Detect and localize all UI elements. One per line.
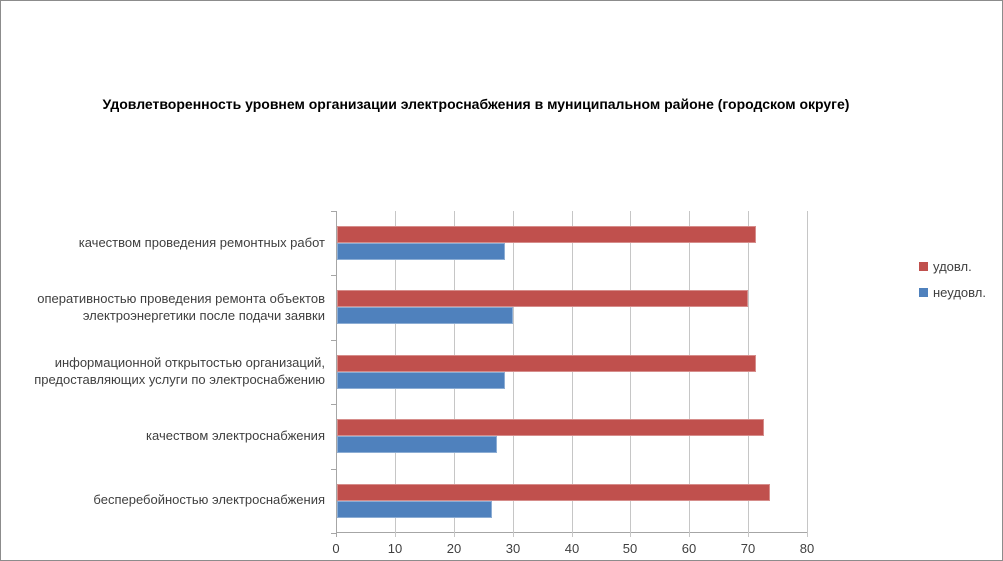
legend-label: удовл. <box>933 259 972 274</box>
y-axis-tick-mark-5 <box>331 533 336 534</box>
x-tick-label-10: 10 <box>387 541 403 556</box>
gridline-x-40 <box>572 211 573 537</box>
x-tick-label-20: 20 <box>446 541 462 556</box>
y-axis-tick-mark-2 <box>331 340 336 341</box>
category-label-5: бесперебойностью электроснабжения <box>93 492 325 508</box>
x-tick-label-70: 70 <box>740 541 756 556</box>
category-label-3: информационной открытостью организаций, … <box>34 355 325 387</box>
bar--1 <box>337 226 757 243</box>
legend-swatch-icon <box>919 262 928 271</box>
y-axis-tick-mark-0 <box>331 211 336 212</box>
y-axis-category-labels: качеством проведения ремонтных работ опер… <box>1 211 331 533</box>
bar--5 <box>337 483 770 501</box>
legend-item-: удовл. <box>919 259 986 274</box>
gridline-x-70 <box>748 211 749 537</box>
x-axis-tick-mark-0 <box>336 532 337 537</box>
x-tick-label-0: 0 <box>332 541 340 556</box>
x-tick-label-80: 80 <box>799 541 815 556</box>
bar--1 <box>337 243 506 260</box>
bar--2 <box>337 307 514 325</box>
bar-group-3 <box>337 340 807 404</box>
chart-title: Удовлетворенность уровнем организации эл… <box>102 96 850 112</box>
y-axis-tick-mark-3 <box>331 404 336 405</box>
legend-swatch-icon <box>919 288 928 297</box>
plot-area <box>331 211 808 537</box>
x-tick-label-30: 30 <box>505 541 521 556</box>
category-label-1: качеством проведения ремонтных работ <box>78 234 325 250</box>
bar--3 <box>337 371 506 389</box>
gridline-x-80 <box>807 211 808 537</box>
legend-item-: неудовл. <box>919 285 986 300</box>
category-label-2: оперативностью проведения ремонта объект… <box>37 290 325 323</box>
gridline-x-30 <box>513 211 514 537</box>
bar--4 <box>337 436 498 454</box>
legend-label: неудовл. <box>933 285 986 300</box>
bar--2 <box>337 290 749 308</box>
category-label-4: качеством электроснабжения <box>146 427 325 443</box>
y-axis-tick-mark-4 <box>331 469 336 470</box>
bar--3 <box>337 354 757 372</box>
bar--5 <box>337 500 492 518</box>
gridline-x-60 <box>689 211 690 537</box>
bar--4 <box>337 419 765 437</box>
bar-group-4 <box>337 404 807 468</box>
bar-group-5 <box>337 469 807 533</box>
legend: удовл. неудовл. <box>919 259 986 311</box>
x-tick-label-40: 40 <box>564 541 580 556</box>
x-axis-tick-labels: 0 10 20 30 40 50 60 70 80 <box>332 541 814 557</box>
gridline-x-50 <box>630 211 631 537</box>
bar-group-2 <box>337 275 807 339</box>
bar-group-1 <box>337 211 807 275</box>
x-tick-label-60: 60 <box>681 541 697 556</box>
x-tick-label-50: 50 <box>622 541 638 556</box>
y-axis-tick-mark-1 <box>331 275 336 276</box>
